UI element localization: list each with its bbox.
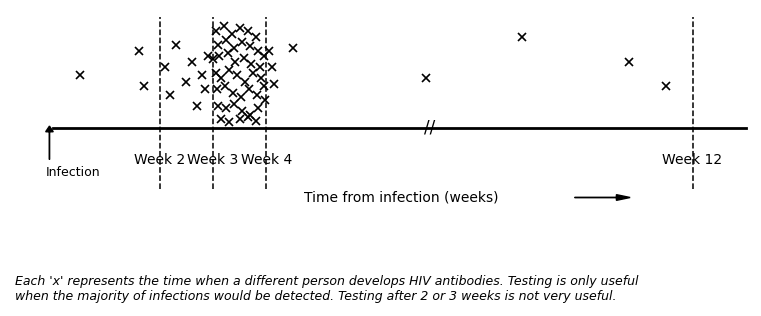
Text: Week 12: Week 12	[662, 153, 723, 167]
Text: Time from infection (weeks): Time from infection (weeks)	[304, 191, 499, 204]
Text: Each 'x' represents the time when a different person develops HIV antibodies. Te: Each 'x' represents the time when a diff…	[15, 275, 638, 303]
Text: Week 4: Week 4	[240, 153, 292, 167]
Text: Week 3: Week 3	[187, 153, 239, 167]
Text: Infection: Infection	[46, 166, 100, 179]
Text: //: //	[425, 119, 435, 137]
Text: Week 2: Week 2	[134, 153, 186, 167]
